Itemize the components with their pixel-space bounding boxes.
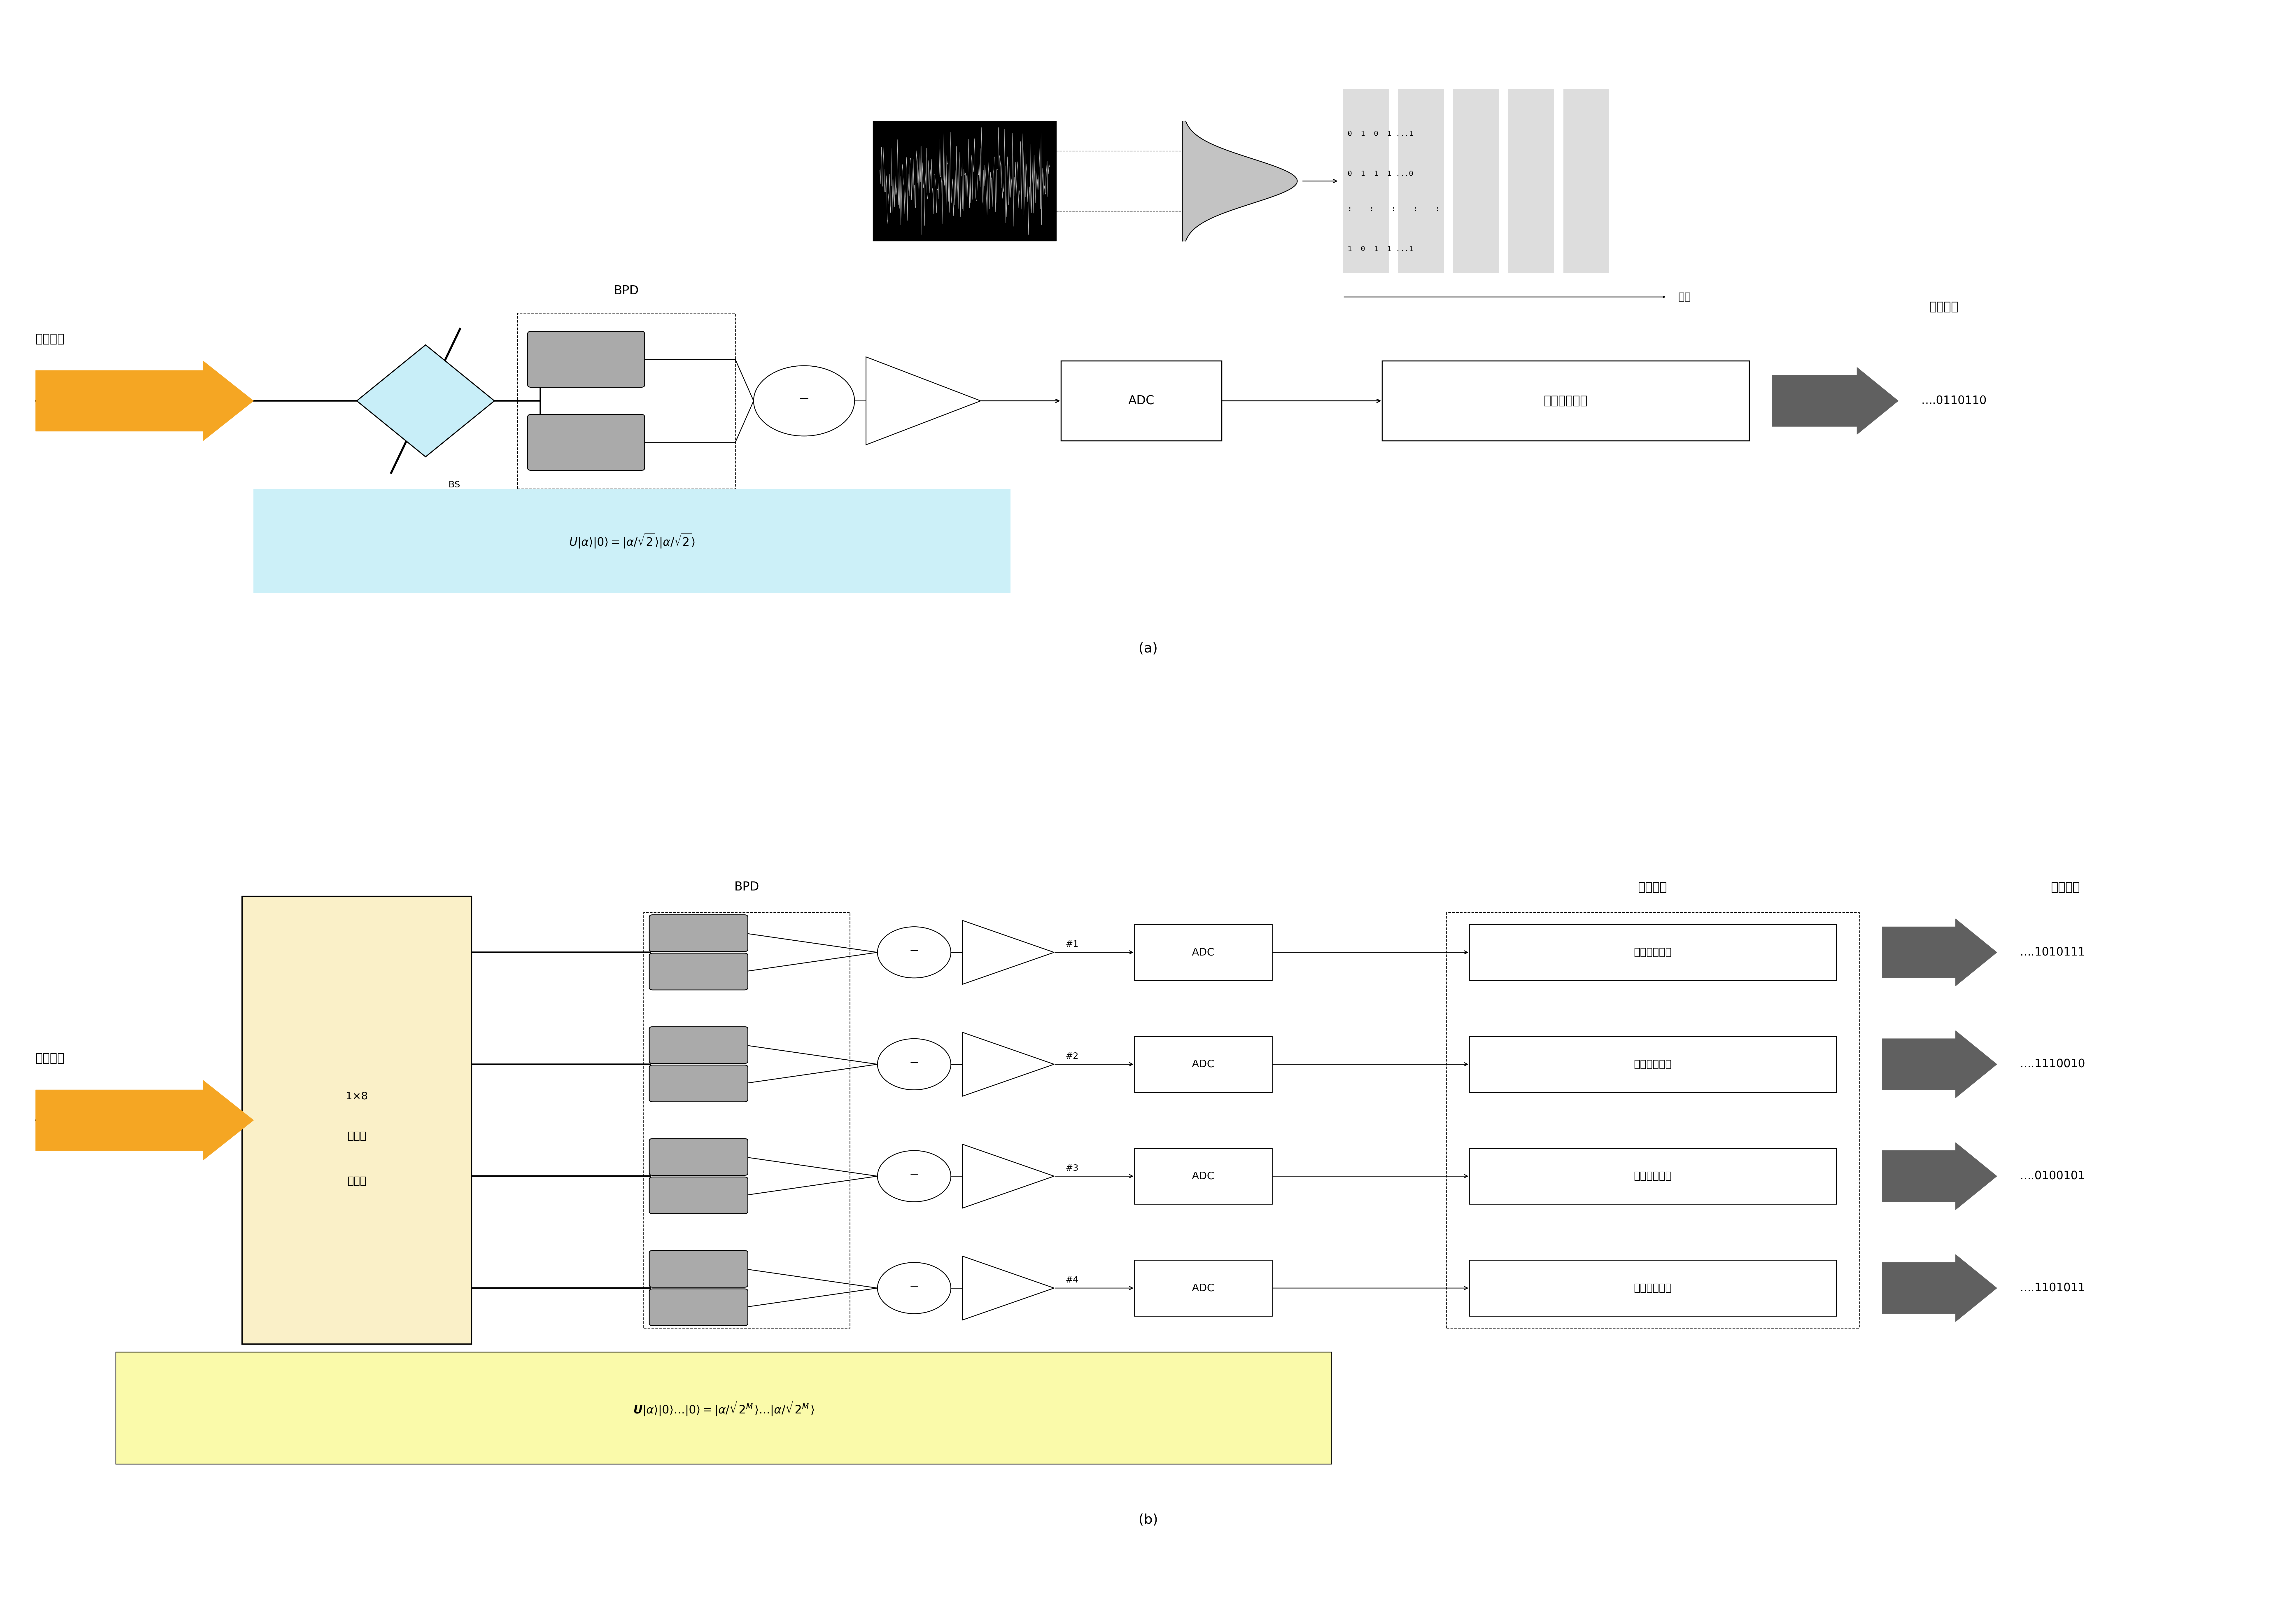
Text: #4: #4 [1065,1276,1079,1284]
Bar [1564,90,1609,274]
FancyBboxPatch shape [1469,1036,1837,1092]
FancyBboxPatch shape [650,1026,748,1063]
Text: #2: #2 [1065,1052,1079,1060]
Text: 乱数出力: 乱数出力 [1929,301,1958,312]
Bar [1453,90,1499,274]
FancyBboxPatch shape [115,1351,1332,1463]
FancyBboxPatch shape [650,1289,748,1326]
FancyArrow shape [1883,919,1998,986]
Text: #3: #3 [1065,1164,1079,1172]
Text: 時間: 時間 [1678,291,1690,303]
FancyBboxPatch shape [1134,1148,1272,1204]
FancyBboxPatch shape [1061,360,1221,440]
Text: :    :    :    :    :: : : : : : [1348,205,1440,213]
Polygon shape [962,1145,1054,1209]
Text: BPD: BPD [735,881,760,893]
Text: $U|\alpha\rangle|0\rangle = |\alpha/\sqrt{2}\rangle|\alpha/\sqrt{2}\rangle$: $U|\alpha\rangle|0\rangle = |\alpha/\sqr… [569,533,696,549]
Circle shape [753,365,854,435]
FancyBboxPatch shape [1134,1260,1272,1316]
Text: −: − [909,1281,918,1292]
Text: 0  1  1  1 ...0: 0 1 1 1 ...0 [1348,170,1412,178]
Bar [1398,90,1444,274]
Text: 乱数抄出処理: 乱数抄出処理 [1543,395,1587,407]
Polygon shape [356,344,494,456]
FancyBboxPatch shape [650,1065,748,1101]
FancyBboxPatch shape [1134,924,1272,980]
Polygon shape [962,1257,1054,1321]
FancyBboxPatch shape [1382,360,1750,440]
Text: レーザ光: レーザ光 [37,333,64,344]
Text: #1: #1 [1065,940,1079,949]
FancyArrow shape [1773,367,1899,434]
Text: −: − [799,392,810,405]
FancyBboxPatch shape [1134,1036,1272,1092]
Circle shape [877,1263,951,1314]
FancyBboxPatch shape [650,1177,748,1214]
Text: 光スプ: 光スプ [347,1132,365,1142]
Text: (a): (a) [1139,642,1157,655]
Text: −: − [909,945,918,957]
Circle shape [877,1151,951,1202]
Text: (b): (b) [1139,1513,1157,1526]
Text: 1  0  1  1 ...1: 1 0 1 1 ...1 [1348,245,1412,253]
FancyBboxPatch shape [253,488,1010,592]
FancyBboxPatch shape [528,331,645,387]
Text: ADC: ADC [1192,1282,1215,1294]
FancyArrow shape [1883,1031,1998,1098]
FancyArrow shape [1883,1255,1998,1322]
Bar [1343,90,1389,274]
FancyArrow shape [37,1081,253,1161]
Circle shape [877,1039,951,1090]
Text: ….1101011: ….1101011 [2020,1282,2085,1294]
Bar [872,122,1056,242]
Circle shape [877,927,951,978]
Text: 乱数抄出処理: 乱数抄出処理 [1635,1172,1671,1182]
Text: 乱数抄出処理: 乱数抄出処理 [1635,1060,1671,1069]
Text: $\boldsymbol{U}|\alpha\rangle|0\rangle\ldots|0\rangle = |\alpha/\sqrt{2^M}\rangl: $\boldsymbol{U}|\alpha\rangle|0\rangle\l… [634,1399,815,1417]
Text: BPD: BPD [613,285,638,296]
FancyArrow shape [37,360,253,440]
Text: ….0110110: ….0110110 [1922,395,1986,407]
Text: 1×8: 1×8 [347,1092,367,1101]
Text: ….1110010: ….1110010 [2020,1058,2085,1069]
FancyArrow shape [1883,1143,1998,1210]
Text: レーザ光: レーザ光 [37,1052,64,1065]
FancyBboxPatch shape [1469,924,1837,980]
FancyBboxPatch shape [650,953,748,989]
FancyBboxPatch shape [1469,1148,1837,1204]
Text: 乱数出力: 乱数出力 [2050,881,2080,893]
Text: 0  1  0  1 ...1: 0 1 0 1 ...1 [1348,130,1412,138]
FancyBboxPatch shape [241,897,471,1343]
FancyBboxPatch shape [650,1250,748,1287]
FancyBboxPatch shape [650,1138,748,1175]
Text: 乱数抄出処理: 乱数抄出処理 [1635,948,1671,957]
Bar [1508,90,1554,274]
FancyBboxPatch shape [650,914,748,951]
Text: −: − [909,1169,918,1180]
Text: ….1010111: ….1010111 [2020,946,2085,957]
Text: −: − [909,1057,918,1069]
Text: リッタ: リッタ [347,1177,365,1186]
Text: ADC: ADC [1192,1172,1215,1182]
FancyBboxPatch shape [1469,1260,1837,1316]
Polygon shape [962,921,1054,985]
Polygon shape [962,1033,1054,1097]
Text: 乱数抄出処理: 乱数抄出処理 [1635,1282,1671,1294]
Text: ADC: ADC [1192,1060,1215,1069]
Text: ….0100101: ….0100101 [2020,1170,2085,1182]
Text: BS: BS [448,480,459,490]
FancyBboxPatch shape [528,415,645,471]
Text: ADC: ADC [1127,395,1155,407]
Polygon shape [866,357,980,445]
Text: ADC: ADC [1192,948,1215,957]
Text: 並列処理: 並列処理 [1637,881,1667,893]
